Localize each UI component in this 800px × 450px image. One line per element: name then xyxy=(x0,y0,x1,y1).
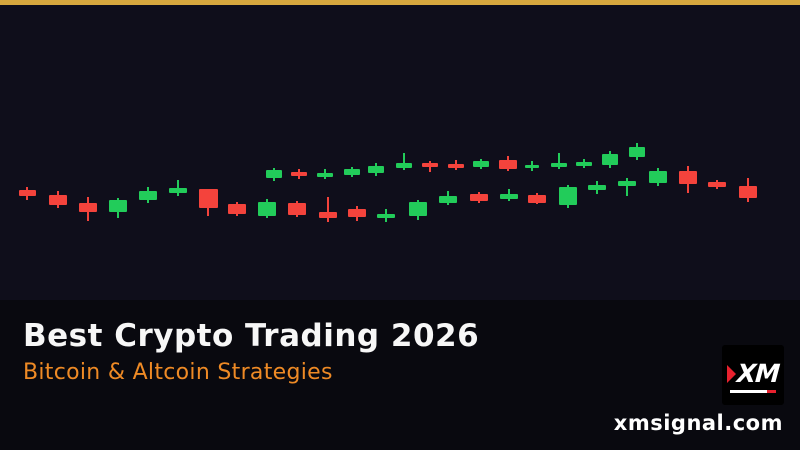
xm-logo-text: XM xyxy=(735,359,781,388)
xm-logo: XM xyxy=(722,345,784,405)
candlestick-chart xyxy=(0,5,800,300)
logo-underline xyxy=(730,390,776,393)
logo-underline-red-segment xyxy=(767,390,776,393)
footer-panel xyxy=(0,300,800,450)
website-url: xmsignal.com xyxy=(613,411,783,435)
xm-logo-row: XM xyxy=(726,359,781,388)
top-accent-bar xyxy=(0,0,800,5)
page-subtitle: Bitcoin & Altcoin Strategies xyxy=(23,360,333,385)
page-title: Best Crypto Trading 2026 xyxy=(23,318,480,354)
play-triangle-icon xyxy=(726,364,736,383)
